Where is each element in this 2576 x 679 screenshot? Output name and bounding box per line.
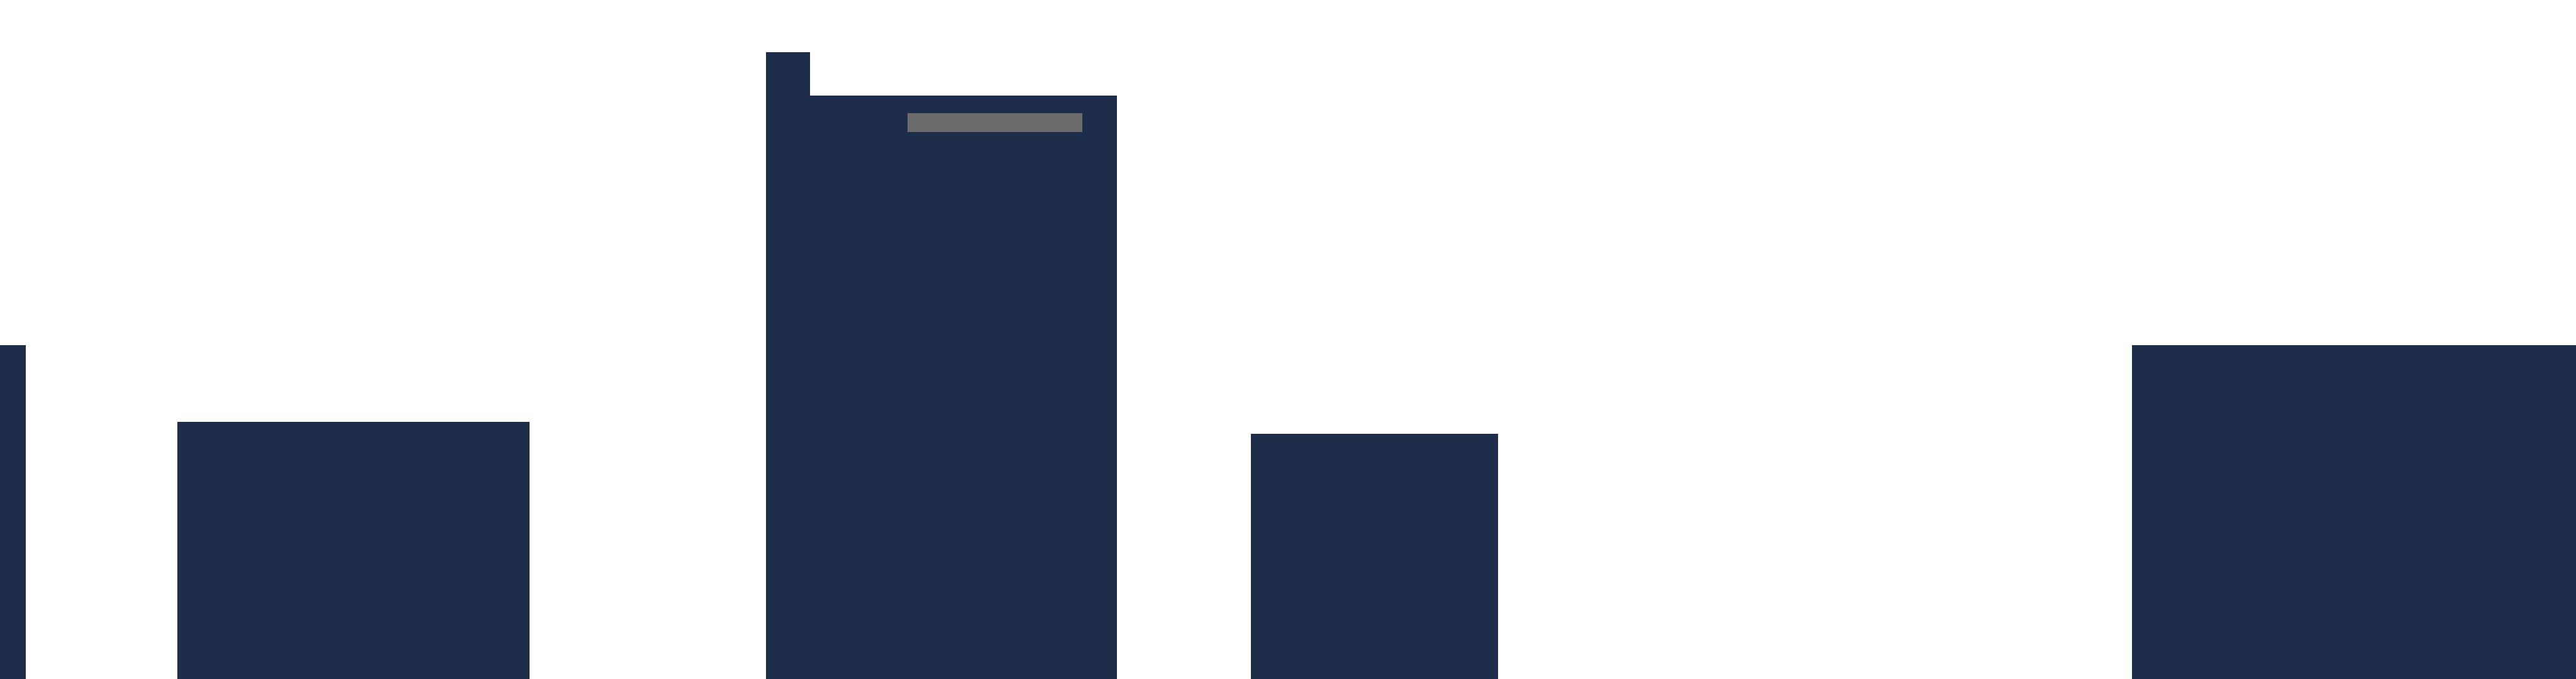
block-right-wide [2132, 345, 2576, 679]
tower-accent-bar [908, 113, 1082, 132]
block-tower-step [766, 52, 810, 102]
block-tower [766, 96, 1117, 679]
block-left-edge [0, 345, 26, 679]
block-low-left [177, 422, 530, 679]
block-medium [1251, 434, 1498, 679]
